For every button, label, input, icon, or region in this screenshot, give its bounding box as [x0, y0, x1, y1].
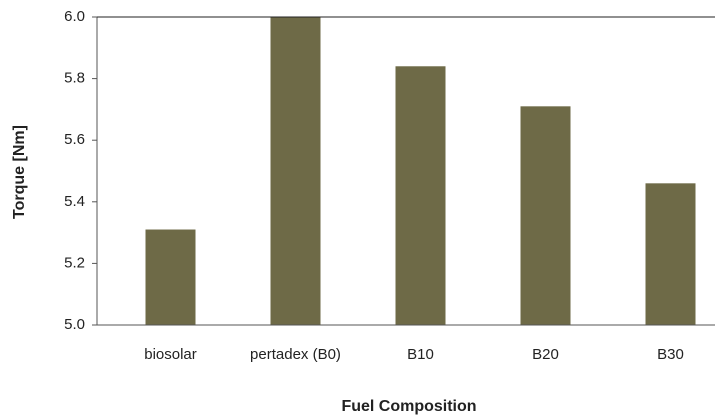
- x-tick-label: B20: [532, 346, 559, 363]
- x-tick-label: B30: [657, 346, 684, 363]
- bar: [520, 106, 571, 325]
- bar: [145, 229, 196, 325]
- y-tick-label: 5.6: [64, 131, 85, 148]
- y-tick-label: 6.0: [64, 8, 85, 25]
- y-tick-label: 5.8: [64, 70, 85, 87]
- y-tick-label: 5.0: [64, 316, 85, 333]
- bar: [270, 17, 321, 325]
- bar: [395, 66, 446, 325]
- x-tick-label: B10: [407, 346, 434, 363]
- bar: [645, 183, 696, 325]
- y-tick-label: 5.4: [64, 193, 85, 210]
- x-axis-title: Fuel Composition: [341, 398, 476, 415]
- x-tick-label: biosolar: [144, 346, 197, 363]
- y-tick-label: 5.2: [64, 254, 85, 271]
- y-axis-title: Torque [Nm]: [11, 125, 28, 219]
- x-tick-label: pertadex (B0): [250, 346, 341, 363]
